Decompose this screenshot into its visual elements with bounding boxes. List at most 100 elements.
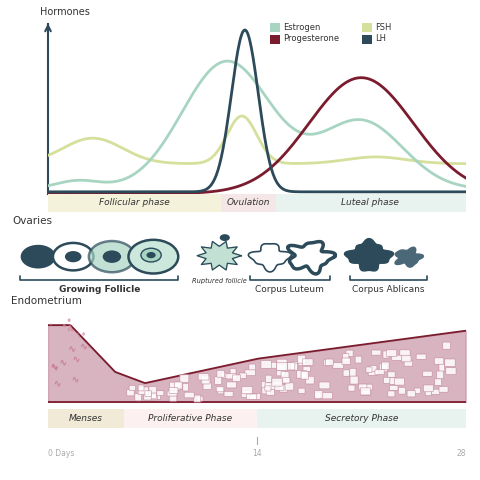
FancyBboxPatch shape: [169, 387, 178, 394]
Circle shape: [65, 251, 82, 262]
FancyBboxPatch shape: [284, 378, 290, 383]
Circle shape: [88, 346, 90, 348]
FancyBboxPatch shape: [150, 395, 160, 400]
FancyBboxPatch shape: [446, 368, 456, 374]
FancyBboxPatch shape: [343, 370, 349, 376]
FancyBboxPatch shape: [47, 193, 222, 213]
FancyBboxPatch shape: [400, 350, 410, 356]
FancyBboxPatch shape: [261, 360, 271, 369]
FancyBboxPatch shape: [362, 384, 372, 390]
FancyBboxPatch shape: [432, 389, 440, 395]
FancyBboxPatch shape: [348, 385, 355, 391]
FancyBboxPatch shape: [388, 372, 395, 377]
FancyBboxPatch shape: [180, 375, 189, 383]
FancyBboxPatch shape: [372, 350, 381, 355]
Polygon shape: [249, 244, 291, 272]
FancyBboxPatch shape: [390, 385, 398, 390]
FancyBboxPatch shape: [366, 367, 372, 372]
Circle shape: [129, 240, 178, 274]
Circle shape: [21, 245, 56, 268]
Text: Menses: Menses: [69, 414, 103, 423]
FancyBboxPatch shape: [297, 371, 307, 378]
FancyBboxPatch shape: [285, 383, 294, 390]
FancyBboxPatch shape: [388, 391, 395, 397]
Text: Luteal phase: Luteal phase: [341, 198, 399, 207]
FancyBboxPatch shape: [291, 361, 298, 369]
FancyBboxPatch shape: [375, 370, 384, 374]
FancyBboxPatch shape: [425, 390, 432, 396]
Polygon shape: [288, 241, 336, 274]
FancyBboxPatch shape: [265, 383, 275, 390]
FancyBboxPatch shape: [150, 395, 157, 400]
Text: Progesterone: Progesterone: [283, 35, 339, 44]
FancyBboxPatch shape: [144, 393, 151, 400]
FancyBboxPatch shape: [239, 373, 246, 378]
FancyBboxPatch shape: [423, 385, 433, 392]
FancyBboxPatch shape: [414, 388, 420, 394]
FancyBboxPatch shape: [398, 387, 406, 394]
FancyBboxPatch shape: [368, 369, 378, 375]
FancyBboxPatch shape: [379, 364, 385, 371]
FancyBboxPatch shape: [221, 193, 276, 213]
FancyBboxPatch shape: [423, 371, 432, 376]
FancyBboxPatch shape: [303, 366, 311, 372]
FancyBboxPatch shape: [245, 370, 255, 376]
Polygon shape: [345, 239, 394, 271]
Text: Follicular phase: Follicular phase: [99, 198, 170, 207]
FancyBboxPatch shape: [401, 355, 411, 362]
FancyBboxPatch shape: [384, 377, 390, 384]
FancyBboxPatch shape: [169, 395, 177, 401]
Text: Corpus Luteum: Corpus Luteum: [255, 285, 324, 294]
FancyBboxPatch shape: [435, 379, 442, 385]
FancyBboxPatch shape: [221, 373, 228, 378]
Circle shape: [68, 328, 70, 331]
FancyBboxPatch shape: [350, 376, 358, 384]
FancyBboxPatch shape: [273, 384, 284, 391]
Text: Proliferative Phase: Proliferative Phase: [148, 414, 232, 423]
FancyBboxPatch shape: [383, 351, 389, 358]
Circle shape: [53, 243, 94, 270]
FancyBboxPatch shape: [346, 350, 353, 357]
Text: Endometrium: Endometrium: [11, 296, 82, 306]
FancyBboxPatch shape: [381, 364, 387, 372]
FancyBboxPatch shape: [315, 392, 321, 399]
FancyBboxPatch shape: [169, 382, 180, 390]
Circle shape: [220, 234, 230, 241]
FancyBboxPatch shape: [183, 384, 189, 391]
FancyBboxPatch shape: [350, 368, 356, 376]
FancyBboxPatch shape: [276, 193, 467, 213]
Circle shape: [89, 241, 135, 272]
Text: 0 Days: 0 Days: [48, 449, 74, 458]
Bar: [270, 23, 280, 32]
FancyBboxPatch shape: [203, 378, 208, 384]
FancyBboxPatch shape: [302, 359, 313, 365]
FancyBboxPatch shape: [257, 408, 467, 429]
FancyBboxPatch shape: [359, 384, 367, 390]
Text: Secretory Phase: Secretory Phase: [324, 414, 398, 423]
Text: LH: LH: [375, 35, 386, 44]
FancyBboxPatch shape: [230, 369, 236, 376]
Text: Growing Follicle: Growing Follicle: [59, 285, 140, 294]
FancyBboxPatch shape: [343, 354, 349, 361]
Circle shape: [78, 336, 80, 337]
FancyBboxPatch shape: [298, 388, 305, 394]
FancyBboxPatch shape: [319, 382, 330, 389]
FancyBboxPatch shape: [273, 382, 284, 387]
FancyBboxPatch shape: [324, 360, 330, 366]
FancyBboxPatch shape: [306, 376, 314, 384]
FancyBboxPatch shape: [404, 360, 413, 366]
FancyBboxPatch shape: [277, 365, 286, 371]
FancyBboxPatch shape: [242, 386, 252, 394]
Text: Ovaries: Ovaries: [12, 216, 52, 226]
FancyBboxPatch shape: [439, 386, 448, 392]
FancyBboxPatch shape: [226, 374, 237, 379]
FancyBboxPatch shape: [416, 354, 426, 360]
Bar: [362, 35, 372, 44]
Bar: [270, 35, 280, 44]
Circle shape: [72, 329, 73, 331]
FancyBboxPatch shape: [389, 378, 396, 384]
FancyBboxPatch shape: [342, 358, 350, 364]
Circle shape: [69, 324, 71, 326]
FancyBboxPatch shape: [281, 372, 289, 379]
Text: Ruptured follicle: Ruptured follicle: [192, 277, 247, 284]
